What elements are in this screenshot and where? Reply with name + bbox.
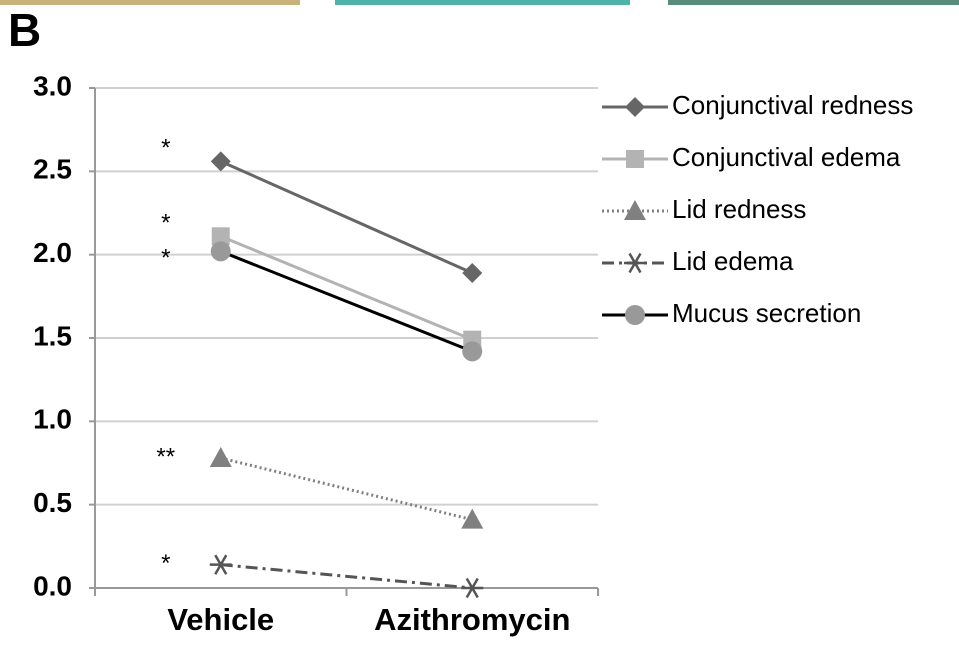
y-tick-label: 3.0 xyxy=(33,70,72,101)
marker xyxy=(625,305,645,325)
legend-entry: Conjunctival edema xyxy=(602,142,901,172)
y-tick-label: 0.5 xyxy=(33,487,72,518)
marker-shape xyxy=(626,150,644,168)
y-tick-label: 0.0 xyxy=(33,570,72,601)
series-line xyxy=(221,565,473,588)
y-tick-label: 2.0 xyxy=(33,237,72,268)
legend-label: Mucus secretion xyxy=(672,298,861,328)
marker xyxy=(625,97,645,117)
series-line xyxy=(221,161,473,273)
y-tick-label: 1.5 xyxy=(33,320,72,351)
legend-entry: Conjunctival redness xyxy=(602,90,913,120)
significance-label: * xyxy=(161,550,170,577)
y-tick-label: 1.0 xyxy=(33,404,72,435)
series-line xyxy=(221,251,473,351)
y-tick-label: 2.5 xyxy=(33,154,72,185)
marker-shape xyxy=(625,97,645,117)
marker xyxy=(461,578,483,597)
marker xyxy=(462,263,482,283)
significance-label: ** xyxy=(156,443,175,470)
image-strip xyxy=(668,0,959,5)
chart: B 0.0 0.5 1.0 1.5 2.0 2.5 3.0 Vehicle Azithromyc… xyxy=(0,0,959,650)
marker xyxy=(624,253,646,272)
significance-label: * xyxy=(161,245,170,272)
significance-label: * xyxy=(161,210,170,237)
panel-label: B xyxy=(8,4,41,56)
series-line xyxy=(221,236,473,339)
image-strip xyxy=(0,0,300,5)
marker xyxy=(210,447,232,467)
marker xyxy=(211,241,231,261)
marker xyxy=(462,341,482,361)
x-tick-label: Vehicle xyxy=(167,602,274,637)
legend-label: Lid edema xyxy=(672,246,794,276)
legend-label: Conjunctival edema xyxy=(672,142,901,172)
marker-shape xyxy=(211,241,231,261)
legend-label: Conjunctival redness xyxy=(672,90,913,120)
series-line xyxy=(221,458,473,520)
marker xyxy=(210,555,232,574)
marker xyxy=(211,151,231,171)
marker-shape xyxy=(210,447,232,467)
marker-shape xyxy=(462,341,482,361)
marker-shape xyxy=(211,151,231,171)
legend-label: Lid redness xyxy=(672,194,806,224)
marker-shape xyxy=(462,263,482,283)
marker-shape xyxy=(625,305,645,325)
significance-label: * xyxy=(161,135,170,162)
image-strip xyxy=(335,0,630,5)
marker xyxy=(626,150,644,168)
x-tick-label: Azithromycin xyxy=(374,602,570,637)
